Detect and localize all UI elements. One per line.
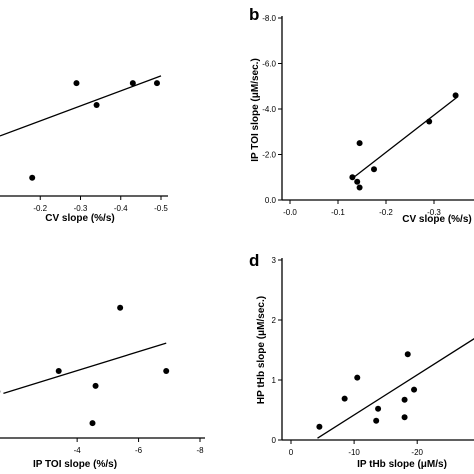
x-tick-label: -6 [135, 446, 143, 455]
data-point [163, 368, 170, 375]
x-tick-label: -8 [196, 446, 204, 455]
x-tick-label: -0.0 [283, 208, 297, 217]
y-tick-label: 2 [272, 316, 277, 325]
y-tick-label: 3 [272, 256, 277, 265]
data-point [117, 304, 124, 311]
x-tick-label: -20 [411, 448, 423, 457]
data-point [92, 382, 99, 389]
data-point [29, 174, 36, 181]
y-tick-label: 0.0 [265, 196, 277, 205]
regression-line [352, 95, 459, 179]
x-axis-title: IP TOI slope (%/s) [33, 459, 117, 470]
y-tick-label: -2.0 [262, 151, 276, 160]
regression-line [3, 342, 167, 394]
panel-label: b [249, 5, 259, 24]
data-point [373, 417, 380, 424]
regression-line [317, 338, 474, 439]
x-tick-label: -0.2 [379, 208, 393, 217]
data-point [153, 80, 160, 87]
regression-line [0, 75, 162, 137]
y-tick-label: 0 [272, 436, 277, 445]
x-axis-title: CV slope (%/s) [45, 213, 114, 224]
x-tick-label: -0.5 [154, 204, 168, 213]
y-tick-label: -8.0 [262, 14, 276, 23]
data-point [73, 80, 80, 87]
data-point [129, 80, 136, 87]
x-tick-label: -10 [348, 448, 360, 457]
data-point [89, 420, 96, 427]
data-point [316, 423, 323, 430]
y-tick-label: -4.0 [262, 105, 276, 114]
x-tick-label: 0 [289, 448, 294, 457]
data-point [452, 92, 459, 99]
x-tick-label: -0.3 [74, 204, 88, 213]
y-tick-label: 1 [272, 376, 277, 385]
x-tick-label: -4 [74, 446, 82, 455]
data-point [341, 395, 348, 402]
data-point [55, 368, 62, 375]
x-tick-label: -0.1 [331, 208, 345, 217]
data-point [401, 414, 408, 421]
x-axis-title: CV slope (%/s) [402, 214, 471, 225]
x-axis-title: IP tHb slope (μM/s) [357, 459, 447, 470]
x-tick-label: -0.3 [427, 208, 441, 217]
panel-label: d [249, 251, 259, 270]
data-point [426, 118, 433, 125]
data-point [354, 178, 361, 185]
data-point [356, 184, 363, 191]
data-point [93, 102, 100, 108]
data-point [356, 140, 363, 147]
y-axis-title: IP TOI slope (μM/sec.) [250, 58, 261, 162]
data-point [404, 351, 411, 358]
y-axis-title: HP tHb slope (μM/sec.) [256, 296, 267, 404]
x-tick-label: -0.4 [114, 204, 128, 213]
data-point [354, 374, 361, 381]
data-point [371, 166, 377, 173]
x-tick-label: -0.2 [33, 204, 47, 213]
data-point [411, 386, 418, 393]
data-point [375, 405, 382, 412]
y-tick-label: -6.0 [262, 60, 276, 69]
data-point [401, 396, 408, 403]
data-point [349, 174, 356, 181]
